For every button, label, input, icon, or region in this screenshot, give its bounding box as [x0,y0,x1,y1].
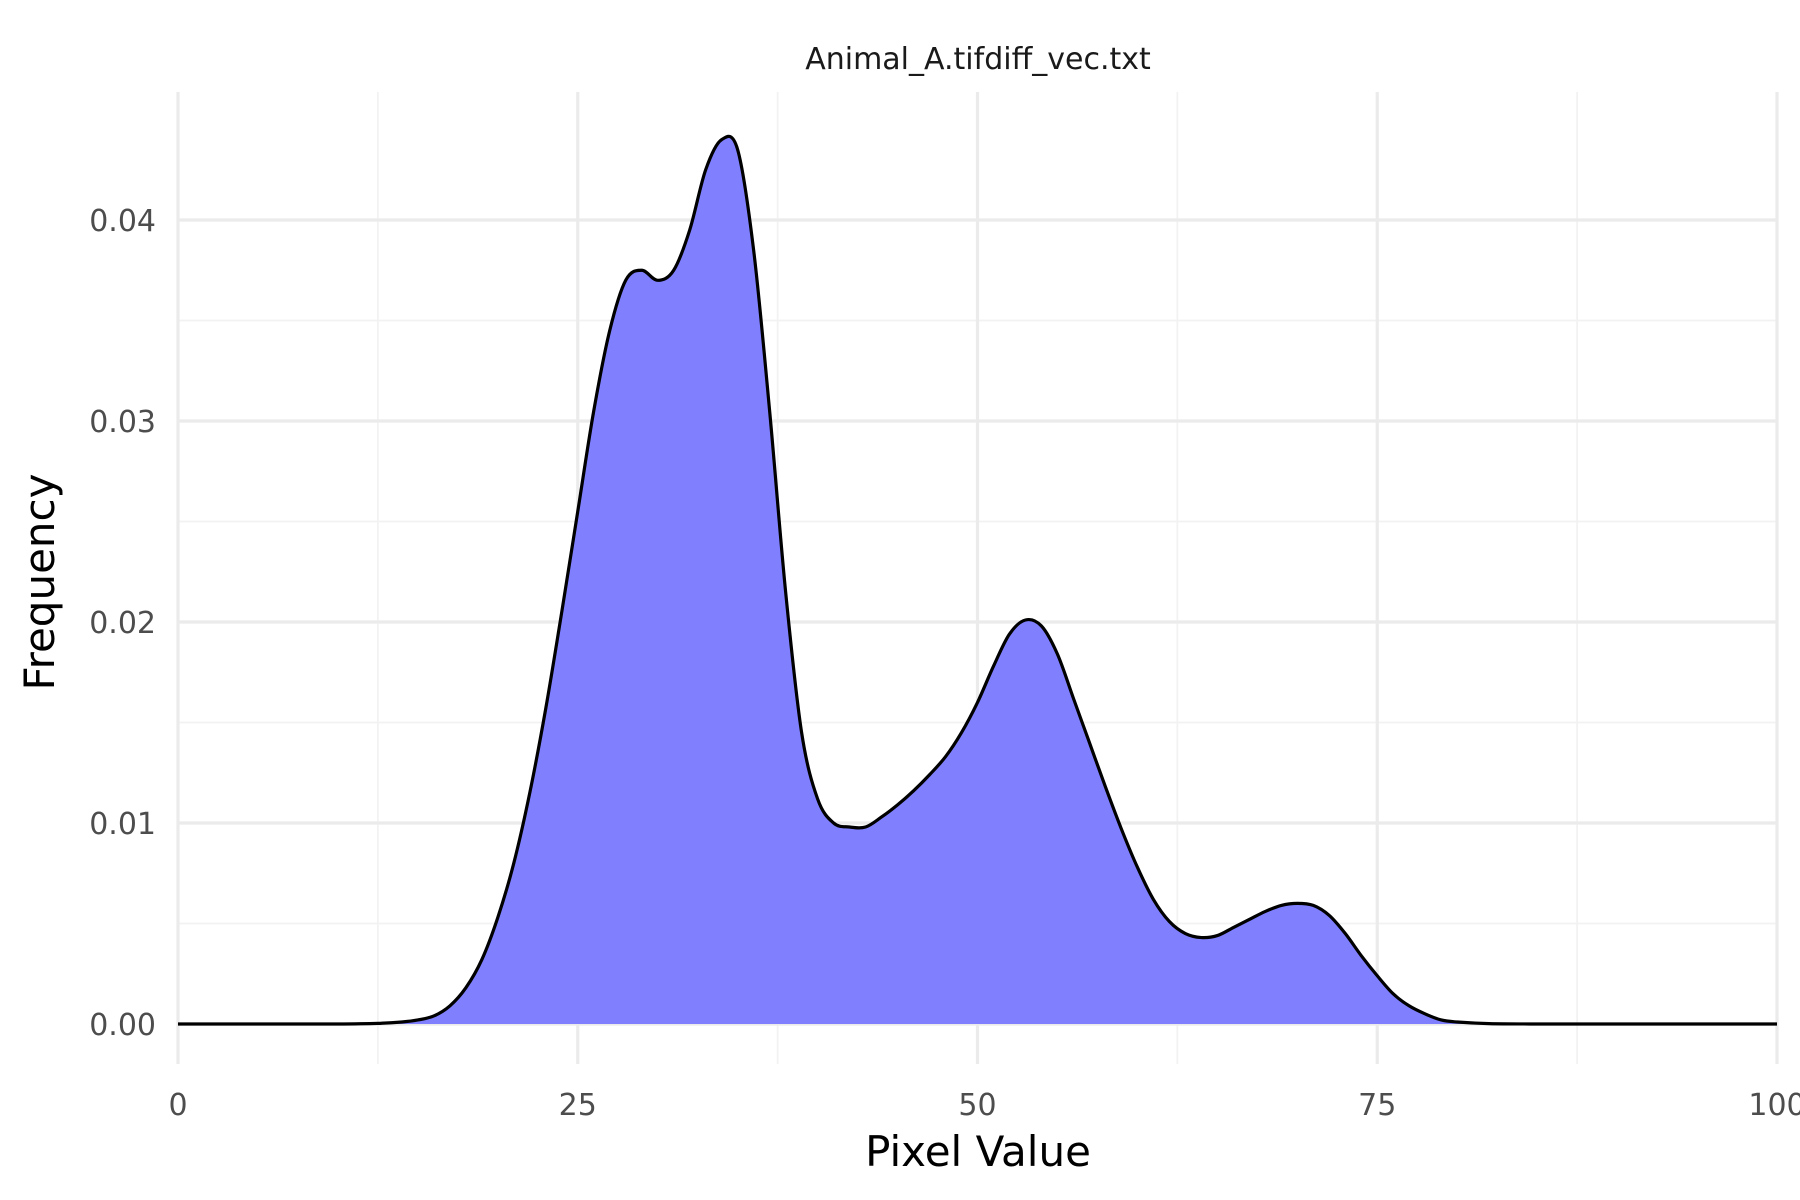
y-tick-label: 0.00 [89,1008,156,1043]
x-tick-label: 100 [1748,1088,1800,1123]
y-tick-label: 0.04 [89,204,156,239]
y-tick-label: 0.03 [89,405,156,440]
chart-title: Animal_A.tifdiff_vec.txt [805,42,1151,77]
x-tick-label: 0 [168,1088,187,1123]
x-tick-label: 50 [958,1088,996,1123]
x-tick-label: 75 [1358,1088,1396,1123]
x-axis-title: Pixel Value [865,1127,1091,1176]
y-axis: 0.00 0.01 0.02 0.03 0.04 [89,204,156,1043]
x-axis: 0 25 50 75 100 [168,1088,1800,1123]
density-line [177,134,1777,1026]
y-axis-title: Frequency [15,474,64,691]
y-tick-label: 0.01 [89,807,156,842]
x-tick-label: 25 [559,1088,597,1123]
y-tick-label: 0.02 [89,606,156,641]
grid [176,92,1779,1064]
density-area [178,136,1777,1024]
